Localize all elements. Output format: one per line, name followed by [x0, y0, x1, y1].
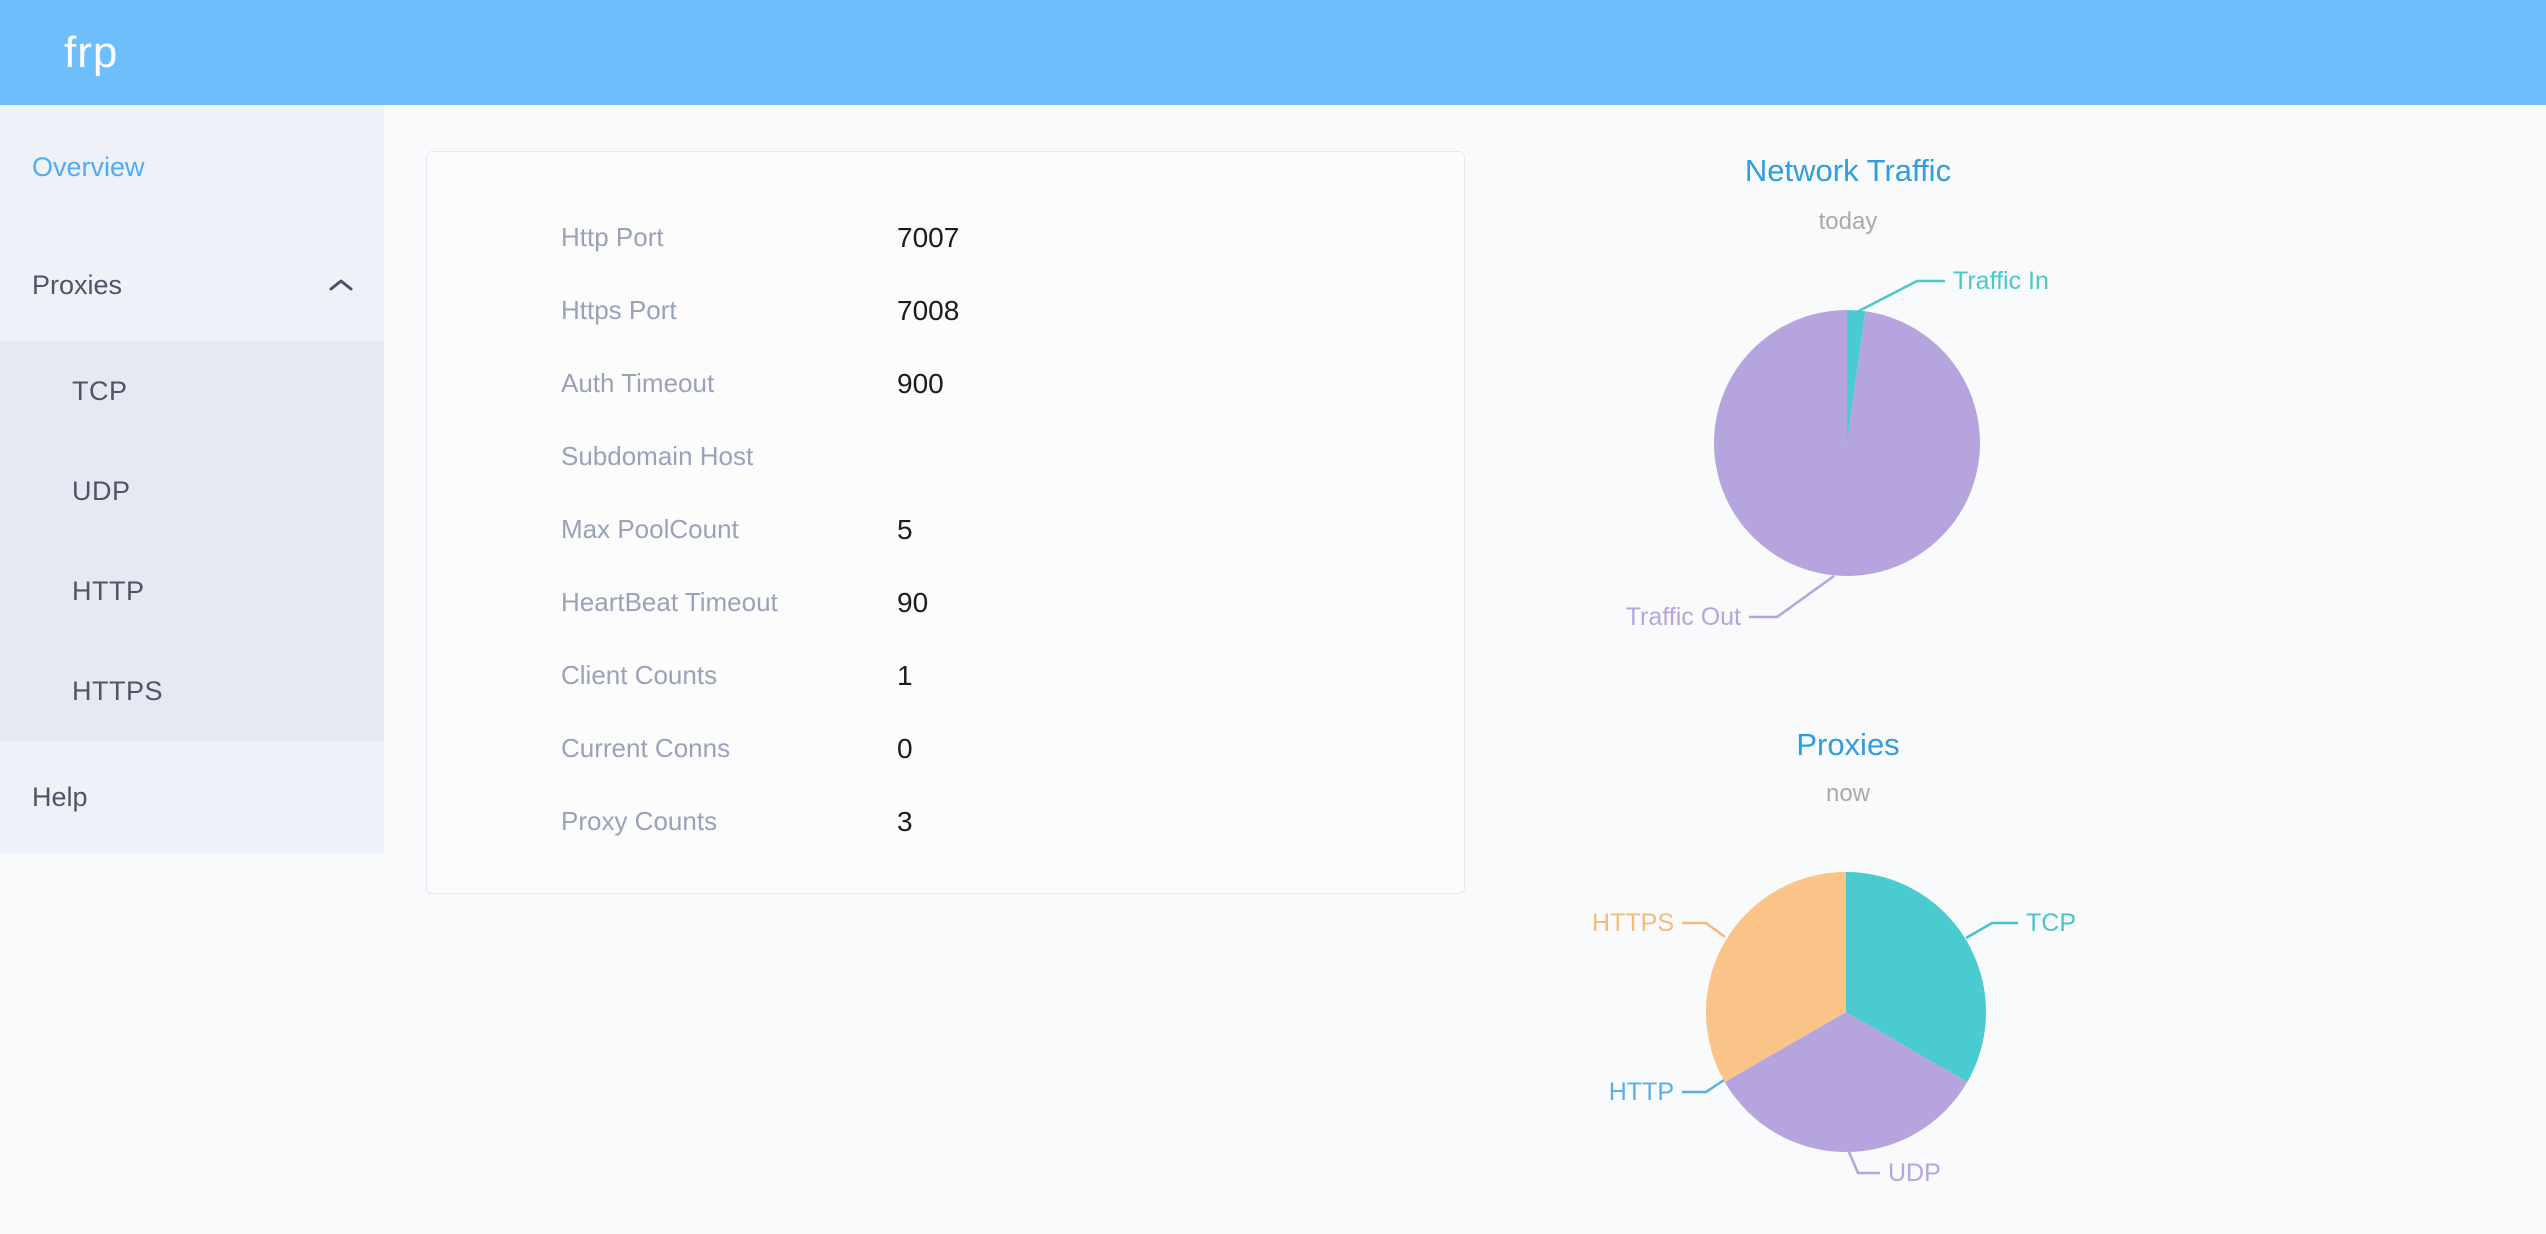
config-label: Current Conns	[561, 733, 731, 763]
sidebar: Overview Proxies TCP UDP HTTP HTTPS Help	[0, 105, 384, 853]
config-value: 7008	[897, 294, 960, 326]
config-row: Http Port 7007	[427, 201, 1464, 274]
pie-label-traffic-out: Traffic Out	[1626, 603, 1741, 631]
pie-label-line-traffic-out	[1749, 574, 1835, 619]
config-row: Subdomain Host	[427, 420, 1464, 493]
config-value: 7007	[897, 221, 960, 253]
sidebar-item-label: HTTPS	[72, 675, 164, 706]
config-value: 5	[897, 513, 913, 545]
config-value: 900	[897, 367, 944, 399]
sidebar-item-udp[interactable]: UDP	[0, 441, 384, 541]
pie-slice-https	[1706, 872, 1846, 1082]
config-row: Auth Timeout 900	[427, 347, 1464, 420]
config-label: Subdomain Host	[561, 441, 754, 471]
chart-subtitle-proxies: now	[1825, 780, 1871, 807]
sidebar-item-overview[interactable]: Overview	[0, 105, 384, 229]
config-label: HeartBeat Timeout	[561, 587, 778, 617]
config-row: Https Port 7008	[427, 274, 1464, 347]
pie-slice-udp	[1724, 1012, 1968, 1152]
chart-title-proxies: Proxies	[1796, 727, 1900, 762]
pie-label-line-udp	[1847, 1151, 1880, 1175]
sidebar-item-https[interactable]: HTTPS	[0, 641, 384, 741]
pie-label-line-http	[1682, 1076, 1728, 1094]
config-value: 90	[897, 586, 929, 618]
sidebar-item-proxies[interactable]: Proxies	[0, 229, 384, 341]
config-label: Http Port	[561, 222, 664, 252]
server-config-card: Http Port 7007 Https Port 7008 Auth Timeou…	[426, 151, 1465, 894]
config-row: Proxy Counts 3	[427, 785, 1464, 858]
sidebar-item-help[interactable]: Help	[0, 741, 384, 853]
pie-slice-tcp	[1846, 872, 1987, 1082]
config-label: Https Port	[561, 295, 677, 325]
pie-slice-traffic-out	[1714, 310, 1981, 576]
sidebar-item-label: UDP	[72, 475, 131, 506]
sidebar-item-label: TCP	[72, 375, 128, 406]
chevron-up-icon[interactable]	[328, 277, 354, 293]
chart-title-network-traffic: Network Traffic	[1744, 153, 1952, 188]
config-label: Proxy Counts	[561, 806, 718, 836]
pie-label-udp: UDP	[1888, 1159, 1941, 1187]
config-row: HeartBeat Timeout 90	[427, 566, 1464, 639]
pie-label-line-traffic-in	[1856, 279, 1945, 314]
pie-slice-traffic-in	[1847, 310, 1866, 443]
config-value: 0	[897, 732, 913, 764]
sidebar-item-label: Proxies	[32, 269, 123, 300]
config-value: 3	[897, 805, 913, 837]
config-label: Max PoolCount	[561, 514, 739, 544]
sidebar-item-http[interactable]: HTTP	[0, 541, 384, 641]
pie-label-tcp: TCP	[2026, 909, 2076, 937]
pie-label-https: HTTPS	[1592, 909, 1674, 937]
config-label: Client Counts	[561, 660, 718, 690]
config-row: Client Counts 1	[427, 639, 1464, 712]
config-value: 1	[897, 659, 913, 691]
sidebar-item-label: Overview	[32, 151, 145, 182]
config-row: Max PoolCount 5	[427, 493, 1464, 566]
sidebar-item-tcp[interactable]: TCP	[0, 341, 384, 441]
pie-label-line-tcp	[1965, 921, 2018, 940]
sidebar-item-label: HTTP	[72, 575, 145, 606]
sidebar-item-label: Help	[32, 781, 88, 812]
chart-subtitle-network-traffic: today	[1818, 208, 1878, 235]
config-label: Auth Timeout	[561, 368, 715, 398]
config-row: Current Conns 0	[427, 712, 1464, 785]
pie-label-line-https	[1682, 921, 1726, 939]
pie-label-traffic-in: Traffic In	[1953, 267, 2049, 295]
proxies-submenu: TCP UDP HTTP HTTPS	[0, 341, 384, 741]
pie-label-http: HTTP	[1609, 1078, 1674, 1106]
app-header: frp	[0, 0, 2546, 105]
app-logo: frp	[64, 27, 119, 77]
